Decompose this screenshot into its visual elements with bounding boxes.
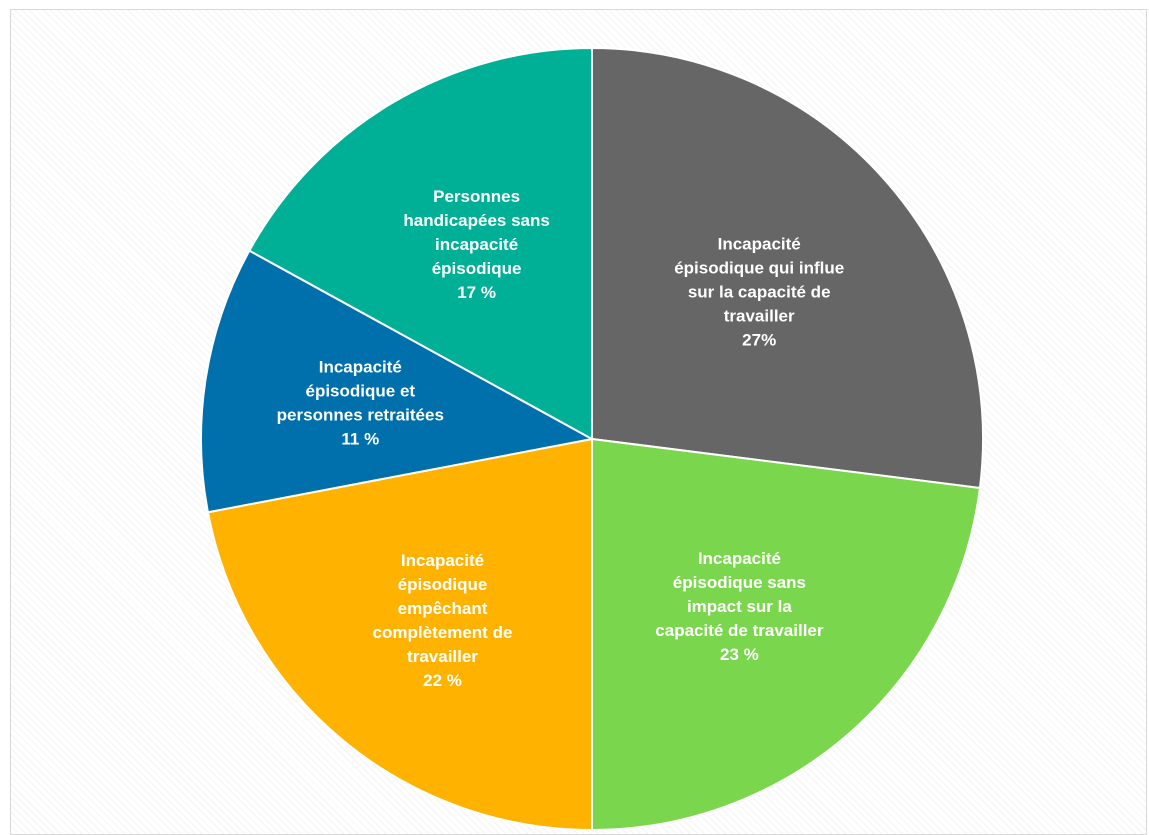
slice-label-4: Incapacité épisodique et personnes retrait… <box>277 357 444 448</box>
slice-label-line: Incapacité <box>698 549 781 568</box>
pie-slice-3 <box>206 437 593 832</box>
slice-label-line: épisodique sans <box>673 573 806 592</box>
slice-label-1: Incapacité épisodique qui influe sur la ca… <box>674 235 844 350</box>
slice-label-line: capacité de travailler <box>655 621 824 640</box>
slice-label-line: épisodique <box>398 575 488 594</box>
slice-label-line: complètement de <box>373 623 513 642</box>
slice-label-line: incapacité <box>435 235 518 254</box>
slice-value-label: 11 % <box>341 429 379 448</box>
slice-label-line: épisodique <box>432 259 522 278</box>
pie-slices <box>200 46 985 832</box>
slice-label-line: Incapacité <box>718 235 801 254</box>
pie-slice-5 <box>248 46 593 441</box>
pie-slice-4 <box>200 249 595 514</box>
pie-slice-1 <box>591 46 985 490</box>
slice-label-line: personnes retraitées <box>277 405 444 424</box>
slice-value-label: 22 % <box>423 671 462 690</box>
pie-slice-2 <box>591 437 982 832</box>
slice-label-line: épisodique qui influe <box>674 259 844 278</box>
chart-area: Incapacité épisodique qui influe sur la ca… <box>10 9 1147 835</box>
slice-value-label: 17 % <box>457 283 496 302</box>
slice-value-label: 23 % <box>720 645 759 664</box>
slice-label-line: Incapacité <box>401 551 484 570</box>
slice-label-5: Personnes handicapées sans incapacité épiso… <box>403 187 549 302</box>
slice-label-2: Incapacité épisodique sans impact sur la ca… <box>655 549 824 664</box>
slice-label-line: Incapacité <box>319 357 402 376</box>
slice-label-3: Incapacité épisodique empêchant complètemen… <box>373 551 513 690</box>
pie-chart: Incapacité épisodique qui influe sur la ca… <box>200 46 985 832</box>
slice-label-line: travailler <box>724 307 795 326</box>
slice-label-line: impact sur la <box>687 597 792 616</box>
slice-label-line: travailler <box>407 647 478 666</box>
slice-label-line: sur la capacité de <box>688 283 831 302</box>
slice-label-line: handicapées sans <box>403 211 549 230</box>
pie-labels: Incapacité épisodique qui influe sur la ca… <box>277 187 845 690</box>
slice-label-line: Personnes <box>433 187 520 206</box>
slice-label-line: empêchant <box>398 599 488 618</box>
slice-label-line: épisodique et <box>306 381 416 400</box>
slice-value-label: 27% <box>742 331 776 350</box>
